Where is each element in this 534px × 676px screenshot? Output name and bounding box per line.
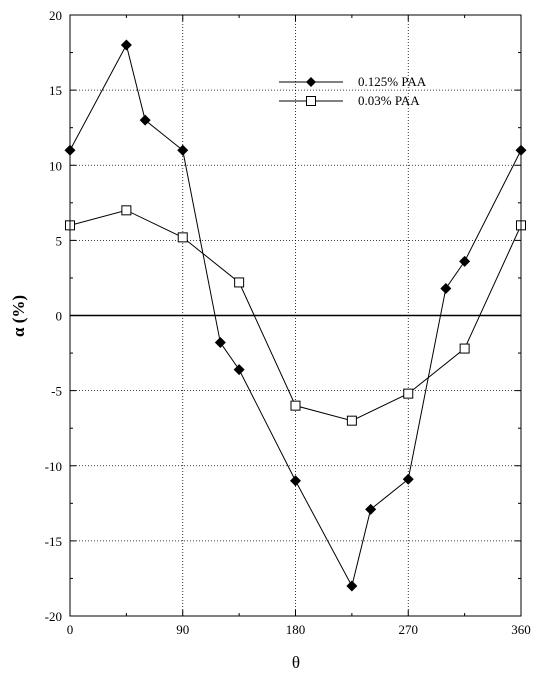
- data-point-square: [459, 343, 470, 354]
- data-point-diamond: [139, 114, 151, 126]
- series-1: [64, 39, 527, 592]
- x-tick-label: 180: [286, 622, 306, 637]
- data-point-square: [234, 277, 245, 288]
- data-point-square: [121, 205, 132, 216]
- data-point-square: [177, 232, 188, 243]
- x-tick-label: 90: [176, 622, 189, 637]
- data-point-diamond: [290, 475, 301, 487]
- data-point-diamond: [233, 364, 245, 376]
- y-tick-label: 15: [49, 83, 62, 98]
- y-tick-label: 5: [56, 233, 63, 248]
- axis-ticks: 0 90 180 270 360 -20 -15 -10 -5 0 5 10 15 20: [45, 8, 531, 637]
- legend-entry-2: 0.03% PAA: [279, 93, 420, 108]
- data-point-square: [403, 388, 414, 399]
- legend-marker-1: [306, 77, 316, 87]
- legend-label-1: 0.125% PAA: [358, 74, 427, 89]
- data-point-diamond: [177, 144, 189, 156]
- y-tick-label: 10: [49, 158, 62, 173]
- legend-entry-1: 0.125% PAA: [279, 74, 427, 89]
- y-axis-label: α (%): [9, 295, 28, 337]
- x-tick-label: 0: [67, 622, 74, 637]
- y-tick-label: -15: [45, 534, 62, 549]
- legend-label-2: 0.03% PAA: [358, 93, 420, 108]
- y-tick-label: -5: [51, 384, 62, 399]
- series-layer: [64, 39, 527, 592]
- x-tick-label: 360: [511, 622, 531, 637]
- x-axis-label: θ: [292, 653, 300, 672]
- data-point-diamond: [402, 473, 414, 485]
- legend-marker-2: [306, 96, 316, 106]
- x-tick-label: 270: [399, 622, 419, 637]
- y-tick-label: 0: [56, 309, 63, 324]
- y-tick-label: -10: [45, 459, 62, 474]
- y-tick-label: 20: [49, 8, 62, 23]
- data-point-diamond: [365, 503, 377, 515]
- data-point-diamond: [120, 39, 132, 51]
- data-point-diamond: [440, 282, 452, 294]
- data-point-square: [290, 400, 301, 411]
- data-point-square: [346, 415, 357, 426]
- data-point-diamond: [214, 337, 226, 349]
- y-tick-label: -20: [45, 609, 62, 624]
- data-point-diamond: [346, 580, 358, 592]
- legend: 0.125% PAA 0.03% PAA: [279, 74, 427, 108]
- data-point-diamond: [459, 255, 471, 267]
